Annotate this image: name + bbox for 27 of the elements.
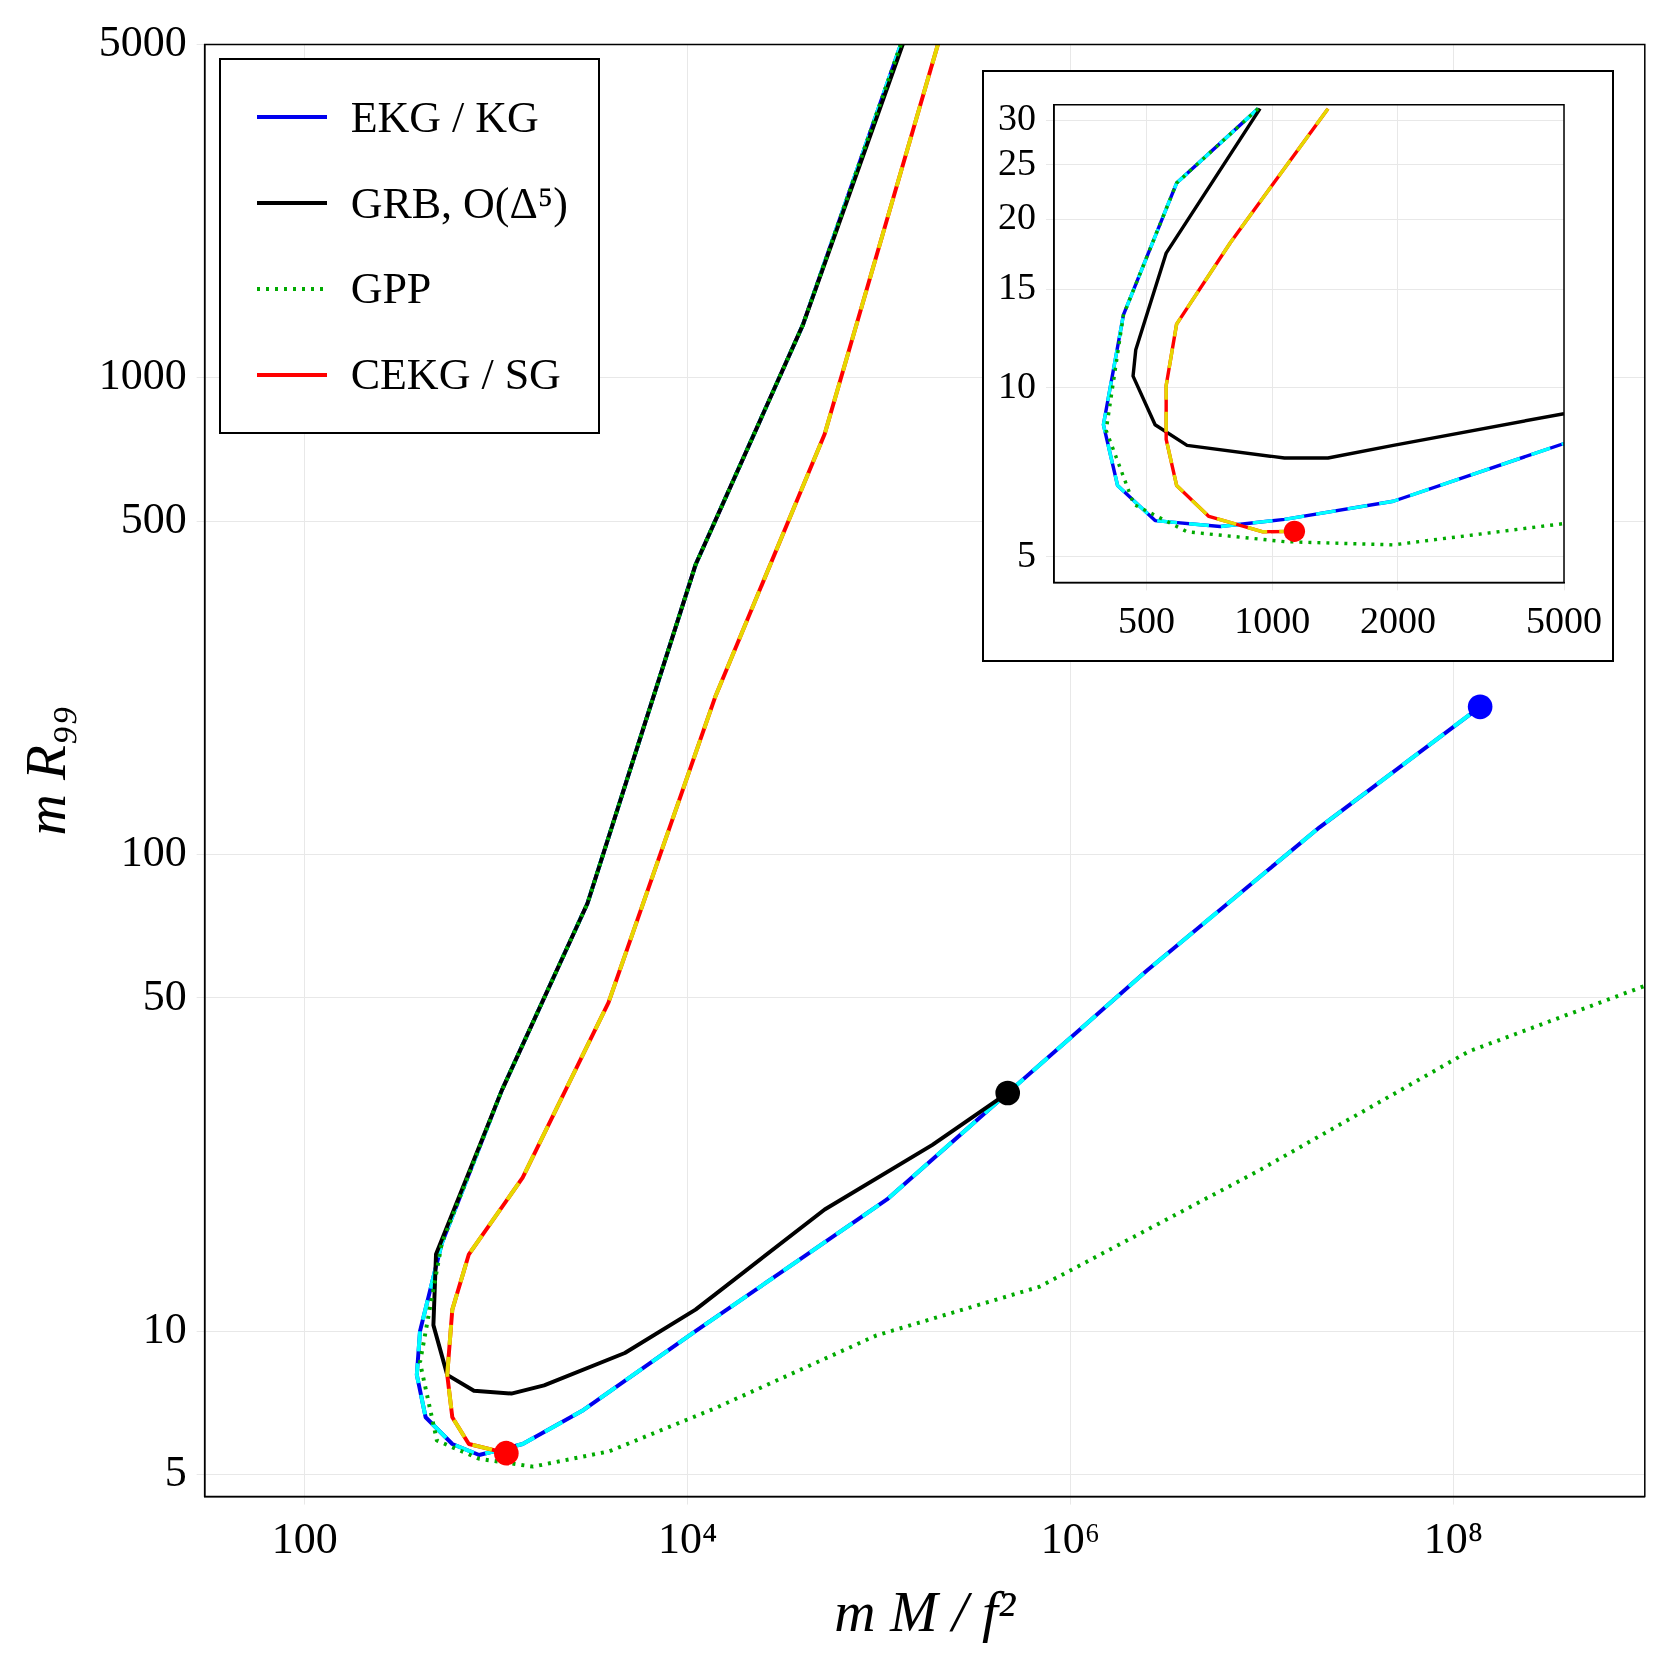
x-tick-label: 5000 xyxy=(1526,599,1602,642)
x-tick-label: 2000 xyxy=(1359,599,1436,642)
y-tick-label: 5 xyxy=(1017,532,1036,575)
x-tick-label: 10⁴ xyxy=(657,1513,718,1563)
y-tick-label: 20 xyxy=(998,195,1036,238)
legend-label: CEKG / SG xyxy=(350,349,561,401)
y-tick-label: 15 xyxy=(998,265,1036,308)
y-tick-label: 500 xyxy=(120,493,187,543)
x-axis-title: m M / f² xyxy=(834,1579,1016,1643)
y-axis-title: m R₉₉ xyxy=(14,705,78,836)
y-tick-label: 5000 xyxy=(98,16,187,66)
x-tick-label: 100 xyxy=(271,1513,338,1563)
y-tick-label: 10 xyxy=(998,363,1036,406)
y-tick-label: 25 xyxy=(998,140,1036,183)
y-tick-label: 10 xyxy=(142,1303,187,1353)
y-tick-label: 50 xyxy=(142,970,187,1020)
y-tick-label: 1000 xyxy=(98,350,187,400)
x-tick-label: 1000 xyxy=(1234,599,1311,642)
legend-label: GRB, O(Δ⁵) xyxy=(350,177,568,229)
legend-label: GPP xyxy=(350,263,432,315)
x-tick-label: 10⁸ xyxy=(1423,1513,1484,1563)
x-tick-label: 10⁶ xyxy=(1040,1513,1101,1563)
y-tick-label: 30 xyxy=(998,96,1036,139)
legend-label: EKG / KG xyxy=(350,91,539,143)
y-tick-label: 100 xyxy=(120,827,187,876)
x-tick-label: 500 xyxy=(1118,599,1176,642)
y-tick-label: 5 xyxy=(164,1447,187,1497)
